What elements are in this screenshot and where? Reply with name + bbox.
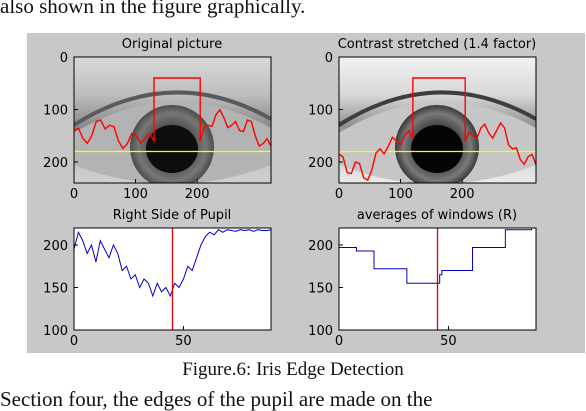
image-axes-contrast [339, 57, 536, 183]
x-tick-label: 0 [70, 187, 78, 202]
axes-frame-2 [73, 227, 272, 331]
edge-trace [339, 77, 536, 182]
x-tick-label: 200 [185, 187, 210, 202]
chart-title-averages: averages of windows (R) [357, 208, 517, 223]
chart-0-marks [74, 77, 271, 153]
chart-3-marks [339, 228, 536, 330]
x-tick-label: 50 [175, 334, 192, 349]
axes-frame-3 [338, 227, 537, 331]
y-tick-label: 150 [43, 282, 68, 297]
chart-title-right-side: Right Side of Pupil [113, 208, 232, 223]
series-line-0 [339, 228, 536, 284]
y-tick-label: 200 [308, 239, 333, 254]
x-tick-label: 100 [388, 187, 413, 202]
x-tick-label: 50 [440, 334, 457, 349]
x-tick-label: 0 [335, 187, 343, 202]
axes-frame-0 [73, 56, 272, 184]
chart-title-contrast: Contrast stretched (1.4 factor) [338, 37, 537, 52]
y-tick-label: 200 [43, 239, 68, 254]
y-tick-label: 0 [325, 51, 333, 66]
x-tick-label: 0 [335, 334, 343, 349]
pupil-original [146, 125, 198, 173]
x-tick-label: 200 [450, 187, 475, 202]
axes-frame-1 [338, 56, 537, 184]
body-text-bottom: Section four, the edges of the pupil are… [0, 387, 433, 411]
x-tick-label: 100 [123, 187, 148, 202]
pupil-contrast [411, 125, 463, 173]
axes-frames [73, 56, 537, 331]
x-tick-label: 0 [70, 334, 78, 349]
chart-2-marks [74, 228, 271, 330]
y-tick-label: 100 [308, 104, 333, 119]
body-text-top: also shown in the figure graphically. [0, 0, 306, 18]
y-tick-label: 0 [60, 51, 68, 66]
y-tick-label: 200 [308, 156, 333, 171]
overlay-layer [74, 77, 536, 330]
figure-caption: Figure.6: Iris Edge Detection [182, 359, 404, 380]
image-axes-original [74, 57, 271, 183]
chart-title-original: Original picture [122, 37, 222, 52]
eyelid-crease-contrast [339, 90, 536, 127]
figure-graphic: Original picture Contrast stretched (1.4… [43, 37, 537, 349]
y-tick-label: 100 [308, 324, 333, 339]
y-tick-label: 200 [43, 156, 68, 171]
y-tick-label: 100 [43, 324, 68, 339]
eyelid-crease-original [74, 90, 271, 127]
y-tick-label: 100 [43, 104, 68, 119]
chart-1-marks [339, 77, 536, 182]
figure-panel: Original picture Contrast stretched (1.4… [27, 33, 585, 353]
y-tick-label: 150 [308, 282, 333, 297]
edge-trace [74, 77, 271, 150]
